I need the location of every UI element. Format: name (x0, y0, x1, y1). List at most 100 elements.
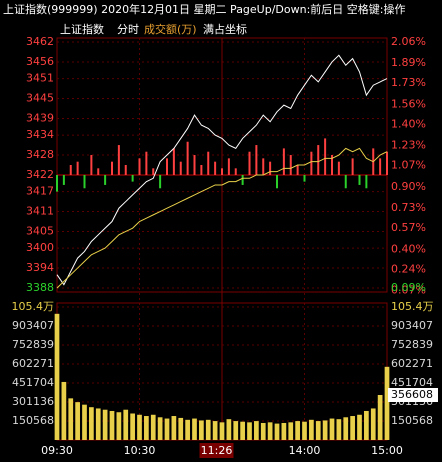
volume-bar (199, 420, 204, 440)
y-tick-label: 3417 (26, 185, 54, 198)
y2-tick-label: 0.90% (391, 180, 426, 193)
y-tick-label: 105.4万 (12, 300, 55, 313)
volume-bar (137, 414, 142, 440)
volume-bar (171, 416, 177, 440)
y-tick-label: 3439 (26, 111, 54, 124)
x-tick-label: 09:30 (41, 444, 73, 457)
volume-bar (61, 381, 67, 440)
volume-bar (274, 423, 280, 440)
volume-bar (192, 418, 197, 440)
volume-bar (150, 414, 156, 440)
volume-bar (68, 398, 74, 440)
y-tick-label: 3462 (26, 35, 54, 48)
volume-bar (288, 422, 294, 440)
y2-tick-label: 451704 (391, 376, 433, 389)
x-tick-label: 14:00 (289, 444, 321, 457)
y-tick-label: 3428 (26, 148, 54, 161)
y-tick-label: 3405 (26, 224, 54, 237)
volume-bar (315, 421, 321, 440)
cursor-value-box (388, 388, 438, 403)
y-tick-label: 903407 (12, 319, 54, 332)
volume-bar (309, 419, 314, 440)
y2-tick-label: 0.07% (391, 283, 426, 296)
y-tick-label: 602271 (12, 357, 54, 370)
y2-tick-label: 0.57% (391, 221, 426, 234)
y2-tick-label: 1.56% (391, 97, 426, 110)
cursor-time: 11:26 (201, 444, 233, 457)
volume-bar (247, 422, 252, 440)
volume-bar (357, 414, 362, 440)
volume-bar (364, 410, 369, 440)
legend-item[interactable]: 分时 (117, 23, 139, 36)
x-tick-label: 10:30 (124, 444, 156, 457)
volume-bar (109, 410, 115, 440)
y-tick-label: 301136 (12, 395, 54, 408)
y2-tick-label: 1.73% (391, 76, 426, 89)
y-tick-label: 752839 (12, 338, 54, 351)
volume-bar (157, 417, 163, 440)
volume-bar (82, 404, 87, 440)
y-tick-label: 3456 (26, 55, 54, 68)
volume-bar (377, 395, 383, 440)
y-tick-label: 3445 (26, 92, 54, 105)
y2-tick-label: 1.07% (391, 159, 426, 172)
volume-bar (322, 420, 328, 440)
volume-bar (240, 421, 245, 440)
y2-tick-label: 105.4万 (391, 300, 434, 313)
cursor-value: 356608 (391, 388, 433, 401)
volume-bar (343, 417, 349, 440)
volume-bar (370, 408, 376, 440)
volume-bar (75, 402, 80, 440)
volume-bar (164, 418, 170, 440)
y-tick-label: 3388 (26, 281, 54, 294)
volume-bar (130, 413, 135, 440)
volume-bar (212, 421, 218, 440)
volume-bar (95, 408, 101, 440)
volume-bar (123, 409, 129, 440)
y2-tick-label: 150568 (391, 414, 433, 427)
y-tick-label: 150568 (12, 414, 54, 427)
y-tick-label: 3422 (26, 168, 54, 181)
legend-item[interactable]: 成交额(万) (144, 22, 197, 36)
legend-item[interactable]: 满占坐标 (203, 22, 247, 36)
y2-tick-label: 2.06% (391, 35, 426, 48)
price-line (56, 147, 388, 289)
volume-bar (254, 421, 259, 440)
y2-tick-label: 1.40% (391, 117, 426, 130)
y2-tick-label: 752839 (391, 338, 433, 351)
volume-bar (89, 407, 94, 440)
volume-bar (336, 419, 342, 440)
volume-bar (54, 313, 60, 440)
y2-tick-label: 0.24% (391, 262, 426, 275)
y-tick-label: 3400 (26, 241, 54, 254)
volume-bar (144, 416, 149, 440)
volume-bar (350, 416, 355, 440)
y-tick-label: 451704 (12, 376, 54, 389)
y2-tick-label: 0.40% (391, 242, 426, 255)
y-tick-label: 3411 (26, 205, 54, 218)
x-tick-label: 15:00 (371, 444, 403, 457)
y2-tick-label: 1.23% (391, 139, 426, 152)
volume-bar (226, 419, 232, 440)
y2-tick-label: 903407 (391, 319, 433, 332)
volume-bar (302, 421, 307, 440)
volume-bar (295, 421, 300, 440)
volume-bar (116, 412, 122, 440)
legend-item[interactable]: 上证指数 (60, 22, 104, 36)
volume-bar (281, 422, 287, 440)
volume-bar (384, 366, 390, 440)
y-tick-label: 3451 (26, 72, 54, 85)
y-tick-label: 3434 (26, 128, 54, 141)
volume-bar (219, 422, 225, 440)
y2-tick-label: 1.89% (391, 56, 426, 69)
header-title: 上证指数(999999) 2020年12月01日 星期二 PageUp/Down… (3, 2, 406, 16)
y2-tick-label: 602271 (391, 357, 433, 370)
volume-bar (185, 419, 190, 440)
y2-tick-label: 0.09% (391, 281, 426, 294)
volume-bar (102, 409, 108, 440)
volume-bar (233, 421, 239, 440)
volume-bar (178, 417, 184, 440)
